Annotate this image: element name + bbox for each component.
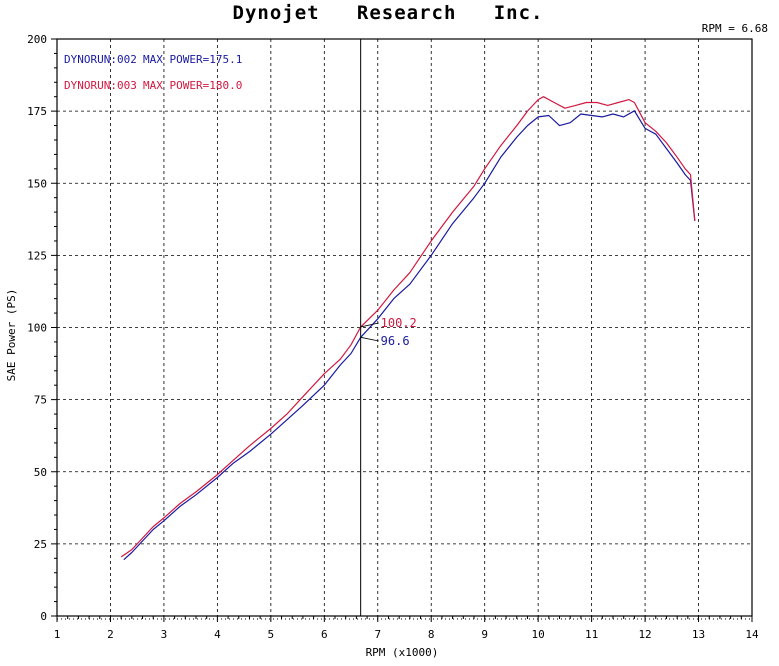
y-tick-label: 175 [27, 105, 47, 118]
y-tick-label: 75 [34, 394, 47, 407]
legend: DYNORUN:002 MAX POWER=175.1 DYNORUN:003 MAX… [64, 53, 242, 92]
grid [57, 39, 752, 616]
x-tick-label: 7 [374, 628, 381, 641]
legend-run-name: DYNORUN:002 [64, 53, 137, 66]
series-lines [120, 96, 696, 561]
x-tick-label: 10 [532, 628, 545, 641]
cursor-leader [360, 336, 379, 342]
y-tick-label: 50 [34, 466, 47, 479]
axes: 1 2 3 4 5 6 7 8 9 10 11 12 13 14025507510012515017520… [27, 33, 759, 641]
x-tick-label: 12 [638, 628, 651, 641]
y-tick-label: 200 [27, 33, 47, 46]
chart-title: Dynojet Research Inc. [233, 2, 544, 24]
legend-max-power: MAX POWER=180.0 [143, 79, 242, 92]
series-line-dynorun-003 [120, 96, 696, 558]
x-tick-label: 6 [321, 628, 328, 641]
x-axis-label: RPM (x1000) [366, 646, 439, 659]
x-tick-label: 9 [481, 628, 488, 641]
x-tick-label: 14 [745, 628, 759, 641]
cursor-value-label: 96.6 [381, 334, 410, 348]
y-axis-label: SAE Power (PS) [5, 289, 18, 382]
rpm-cursor-readout: RPM = 6.68 [702, 22, 768, 35]
y-tick-label: 150 [27, 177, 47, 190]
y-tick-label: 100 [27, 322, 47, 335]
x-tick-label: 13 [692, 628, 705, 641]
x-tick-label: 3 [161, 628, 168, 641]
y-tick-label: 0 [40, 610, 47, 623]
cursor-value-label: 100.2 [381, 316, 417, 330]
y-tick-label: 25 [34, 538, 47, 551]
series-line-dynorun-002 [123, 110, 696, 561]
x-tick-label: 8 [428, 628, 435, 641]
x-tick-label: 5 [268, 628, 275, 641]
legend-run-name: DYNORUN:003 [64, 79, 137, 92]
x-tick-label: 4 [214, 628, 221, 641]
rpm-cursor[interactable]: 100.2 96.6 [360, 39, 417, 616]
x-tick-label: 11 [585, 628, 598, 641]
legend-max-power: MAX POWER=175.1 [143, 53, 242, 66]
cursor-leader [360, 322, 379, 328]
y-tick-label: 125 [27, 249, 47, 262]
x-tick-label: 1 [54, 628, 61, 641]
x-tick-label: 2 [107, 628, 114, 641]
